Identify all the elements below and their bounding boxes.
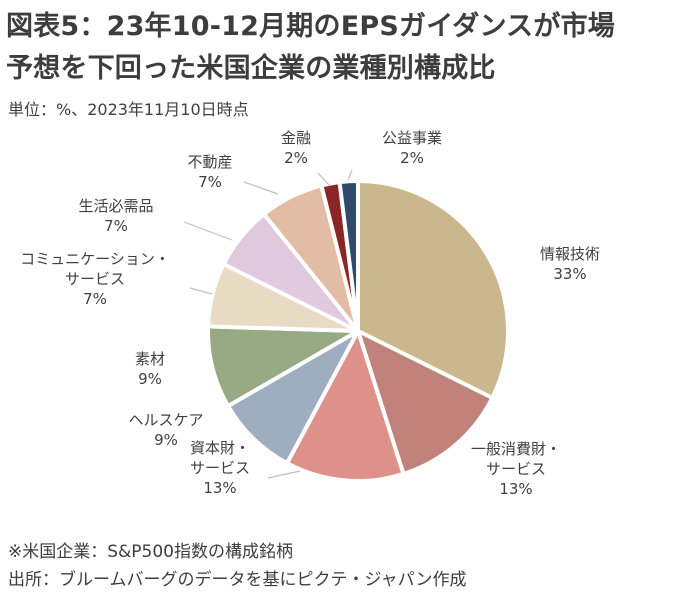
footer: ※米国企業：S&P500指数の構成銘柄 出所：ブルームバーグのデータを基にピクテ…: [8, 538, 467, 594]
chart-title: 図表5：23年10-12月期のEPSガイダンスが市場 予想を下回った米国企業の業…: [6, 6, 671, 90]
pie-slice-2: [356, 329, 495, 476]
slice-value-label: 13%: [203, 479, 236, 497]
leader-line: [347, 169, 353, 181]
slice-category-label: 金融: [281, 129, 311, 147]
slice-value-label: 2%: [400, 149, 424, 167]
slice-category-label: 資本財・: [190, 439, 250, 457]
slice-category-label: 素材: [135, 350, 165, 368]
leader-line: [183, 221, 233, 241]
leader-line: [189, 287, 213, 295]
source-note: 出所：ブルームバーグのデータを基にピクテ・ジャパン作成: [8, 570, 467, 590]
slice-category-label: ヘルスケア: [128, 411, 203, 429]
leader-line: [267, 470, 301, 479]
slice-category-label: 情報技術: [540, 245, 600, 263]
slice-category-label: サービス: [65, 270, 125, 288]
leader-lines: [183, 169, 353, 479]
slice-category-label: サービス: [486, 460, 546, 478]
slice-category-label: サービス: [190, 459, 250, 477]
pie-slices: [206, 179, 510, 483]
pie-slice-10: [337, 179, 360, 333]
pie-slice-3: [285, 329, 406, 483]
slice-category-label: コミュニケーション・: [20, 250, 170, 268]
slice-category-label: 一般消費財・: [471, 440, 561, 458]
slice-value-label: 13%: [499, 480, 532, 498]
slice-value-label: 9%: [138, 370, 162, 388]
chart-title-line-2: 予想を下回った米国企業の業種別構成比: [6, 53, 496, 84]
slice-value-label: 7%: [198, 173, 222, 191]
slice-category-label: 不動産: [187, 153, 232, 171]
slice-category-label: 公益事業: [382, 129, 442, 147]
leader-line: [317, 172, 331, 187]
slice-category-label: 生活必需品: [78, 197, 153, 215]
slice-labels: 情報技術33%一般消費財・サービス13%資本財・サービス13%ヘルスケア9%素材…: [20, 129, 600, 498]
slice-value-label: 7%: [104, 217, 128, 235]
chart-title-line-1: 図表5：23年10-12月期のEPSガイダンスが市場: [6, 11, 615, 42]
footnote: ※米国企業：S&P500指数の構成銘柄: [8, 542, 293, 562]
slice-value-label: 7%: [83, 290, 107, 308]
slice-value-label: 33%: [553, 265, 586, 283]
slice-value-label: 9%: [154, 431, 178, 449]
slice-value-label: 2%: [284, 149, 308, 167]
leader-line: [243, 181, 279, 195]
pie-slice-1: [356, 179, 510, 400]
unit-note: 単位：%、2023年11月10日時点: [8, 100, 249, 119]
